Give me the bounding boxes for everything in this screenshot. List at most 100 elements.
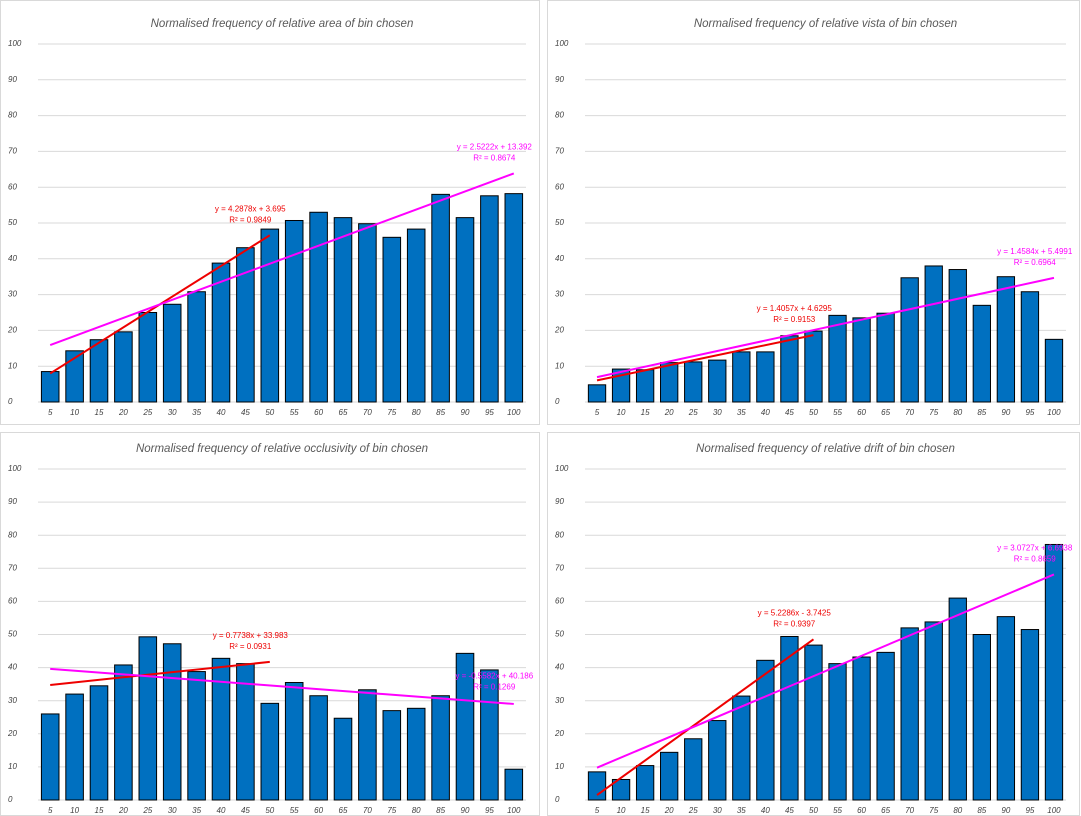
- x-tick-label: 50: [809, 806, 818, 815]
- x-tick-label: 35: [192, 806, 201, 815]
- bar: [480, 195, 499, 403]
- bar: [260, 228, 280, 403]
- x-tick-label: 55: [833, 806, 842, 815]
- x-tick-label: 95: [485, 408, 494, 417]
- x-tick-label: 25: [142, 408, 152, 417]
- y-tick-label: 40: [8, 254, 17, 263]
- bar: [924, 265, 943, 403]
- trend-r-squared: R² = 0.0931: [229, 642, 272, 651]
- bar: [780, 335, 799, 403]
- x-tick-label: 40: [217, 806, 226, 815]
- bar: [948, 269, 967, 403]
- trend-equation: y = -0.5582x + 40.186: [455, 672, 533, 681]
- bar: [382, 710, 402, 801]
- trend-equation: y = 1.4057x + 4.6295: [757, 304, 833, 313]
- bar: [852, 656, 871, 801]
- x-tick-label: 30: [168, 408, 177, 417]
- y-tick-label: 0: [8, 397, 13, 406]
- x-tick-label: 35: [737, 408, 746, 417]
- bar: [455, 652, 475, 801]
- x-tick-label: 25: [688, 806, 698, 815]
- trendline: [49, 172, 515, 346]
- trend-equation: y = 1.4584x + 5.4991: [997, 247, 1073, 256]
- bar: [876, 651, 895, 801]
- bar: [1044, 338, 1064, 403]
- bar: [828, 663, 847, 801]
- bar: [876, 312, 895, 403]
- y-tick-label: 100: [555, 39, 569, 48]
- y-tick-label: 0: [555, 397, 560, 406]
- bar: [431, 695, 450, 801]
- x-tick-label: 90: [461, 806, 470, 815]
- x-tick-label: 30: [713, 806, 722, 815]
- y-tick-label: 80: [555, 530, 564, 539]
- bar: [211, 657, 231, 801]
- x-tick-label: 30: [713, 408, 722, 417]
- bar: [852, 317, 871, 403]
- bar: [924, 621, 943, 801]
- trend-r-squared: R² = 0.6964: [1014, 258, 1057, 267]
- bar: [309, 211, 328, 403]
- x-tick-label: 65: [881, 806, 890, 815]
- y-tick-label: 30: [555, 696, 564, 705]
- x-tick-label: 95: [1025, 408, 1034, 417]
- bar: [708, 359, 727, 403]
- bar: [780, 635, 799, 801]
- x-tick-label: 40: [217, 408, 226, 417]
- x-tick-label: 90: [1001, 408, 1010, 417]
- y-tick-label: 60: [555, 182, 564, 191]
- bar: [138, 312, 158, 403]
- trend-equation: y = 4.2878x + 3.695: [215, 204, 286, 213]
- bar: [333, 717, 353, 801]
- y-tick-label: 10: [8, 361, 17, 370]
- bar: [40, 371, 60, 403]
- bar: [114, 664, 133, 801]
- bar: [187, 671, 206, 801]
- x-tick-label: 65: [339, 806, 348, 815]
- y-tick-label: 60: [8, 182, 17, 191]
- bar: [900, 277, 919, 403]
- x-tick-label: 20: [118, 806, 128, 815]
- x-tick-label: 15: [641, 408, 650, 417]
- x-tick-label: 100: [507, 806, 521, 815]
- y-tick-label: 80: [8, 111, 17, 120]
- y-tick-label: 100: [8, 39, 22, 48]
- x-tick-label: 80: [953, 806, 962, 815]
- bar: [587, 384, 607, 403]
- bar: [587, 771, 607, 801]
- bar: [138, 636, 158, 801]
- x-tick-label: 95: [1025, 806, 1034, 815]
- bar: [972, 304, 991, 403]
- y-tick-label: 40: [555, 663, 564, 672]
- trendline: [596, 276, 1055, 379]
- x-tick-label: 85: [977, 806, 986, 815]
- y-tick-label: 50: [555, 630, 564, 639]
- x-tick-label: 40: [761, 806, 770, 815]
- x-tick-label: 85: [436, 806, 445, 815]
- y-tick-label: 90: [8, 75, 17, 84]
- x-tick-label: 5: [48, 806, 53, 815]
- y-tick-label: 10: [555, 762, 564, 771]
- bar: [708, 720, 727, 801]
- x-tick-label: 80: [412, 806, 421, 815]
- bar: [1020, 291, 1040, 403]
- bar: [684, 361, 703, 403]
- chart-title: Normalised frequency of relative occlusi…: [136, 443, 428, 455]
- y-tick-label: 30: [555, 290, 564, 299]
- trend-equation: y = 5.2286x - 3.7425: [758, 608, 832, 617]
- x-tick-label: 75: [929, 806, 938, 815]
- bar: [40, 713, 60, 801]
- x-tick-label: 60: [857, 408, 866, 417]
- bar: [333, 217, 353, 403]
- x-tick-label: 55: [833, 408, 842, 417]
- chart-title: Normalised frequency of relative vista o…: [694, 18, 957, 30]
- trend-r-squared: R² = 0.8659: [1014, 555, 1057, 564]
- bar: [732, 695, 751, 801]
- x-tick-label: 85: [977, 408, 986, 417]
- x-tick-label: 20: [118, 408, 128, 417]
- trend-r-squared: R² = 0.9849: [229, 215, 272, 224]
- x-tick-label: 35: [192, 408, 201, 417]
- y-tick-label: 70: [555, 147, 564, 156]
- x-tick-label: 25: [688, 408, 698, 417]
- y-tick-label: 30: [8, 696, 17, 705]
